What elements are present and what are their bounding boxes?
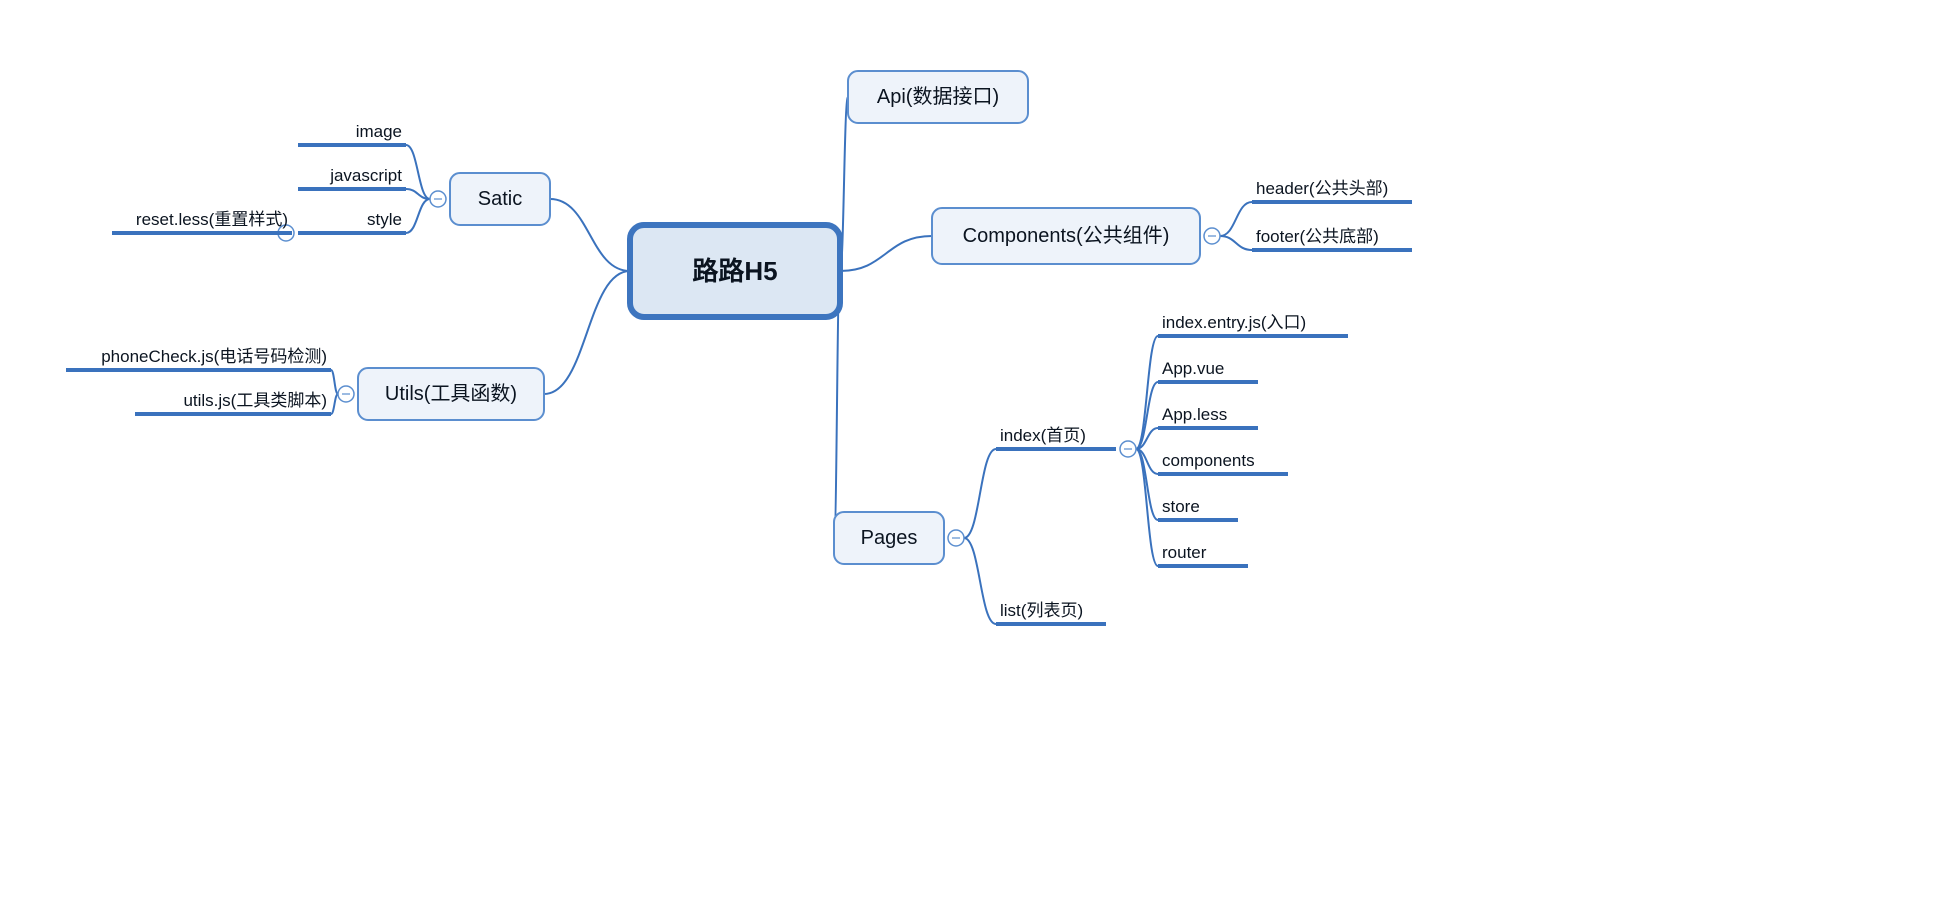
collapse-toggle[interactable] [430, 191, 446, 207]
leaf-node[interactable]: App.vue [1158, 359, 1258, 382]
connector [550, 199, 630, 271]
leaf-label: App.vue [1162, 359, 1224, 378]
leaf-node[interactable]: reset.less(重置样式) [112, 210, 292, 233]
leaf-label: phoneCheck.js(电话号码检测) [101, 347, 327, 366]
leaf-node[interactable]: list(列表页) [996, 601, 1106, 624]
collapse-toggle[interactable] [1204, 228, 1220, 244]
leaf-node[interactable]: footer(公共底部) [1252, 227, 1412, 250]
leaf-node[interactable]: router [1158, 543, 1248, 566]
branch-label: Components(公共组件) [963, 224, 1170, 247]
branch-label: Pages [861, 527, 918, 549]
leaf-node[interactable]: index.entry.js(入口) [1158, 313, 1348, 336]
leaf-label: image [356, 122, 402, 141]
leaf-node[interactable]: App.less [1158, 405, 1258, 428]
branch-pages[interactable]: Pages [834, 512, 944, 564]
connector [964, 449, 996, 538]
leaf-node[interactable]: components [1158, 451, 1288, 474]
branch-label: Satic [478, 188, 522, 210]
leaf-node[interactable]: header(公共头部) [1252, 179, 1412, 202]
leaf-label: list(列表页) [1000, 601, 1083, 620]
branch-api[interactable]: Api(数据接口) [848, 71, 1028, 123]
connectors-layer [278, 97, 1252, 624]
root-node[interactable]: 路路H5 [630, 225, 840, 317]
collapse-toggle[interactable] [948, 530, 964, 546]
leaf-node[interactable]: javascript [298, 166, 406, 189]
connector [1220, 202, 1252, 236]
leaf-node[interactable]: phoneCheck.js(电话号码检测) [66, 347, 331, 370]
connector [840, 236, 932, 271]
leaf-node[interactable]: utils.js(工具类脚本) [135, 391, 331, 414]
mindmap-canvas: 路路H5 Api(数据接口) Components(公共组件) header(公共头部… [0, 0, 1580, 730]
branch-utils[interactable]: Utils(工具函数) [358, 368, 544, 420]
leaf-label: store [1162, 497, 1200, 516]
leaf-node[interactable]: index(首页) [996, 426, 1116, 449]
connector [331, 394, 338, 414]
connector [1136, 449, 1158, 566]
nodes-layer: 路路H5 Api(数据接口) Components(公共组件) header(公共头部… [66, 71, 1412, 624]
leaf-node[interactable]: store [1158, 497, 1238, 520]
branch-components[interactable]: Components(公共组件) [932, 208, 1200, 264]
leaf-label: App.less [1162, 405, 1227, 424]
connector [1220, 236, 1252, 250]
branch-label: Utils(工具函数) [385, 382, 517, 405]
leaf-label: index.entry.js(入口) [1162, 313, 1306, 332]
branch-satic[interactable]: Satic [450, 173, 550, 225]
leaf-node[interactable]: image [298, 122, 406, 145]
connector [1136, 336, 1158, 449]
leaf-label: router [1162, 543, 1207, 562]
leaf-label: header(公共头部) [1256, 179, 1388, 198]
leaf-label: footer(公共底部) [1256, 227, 1379, 246]
connector [964, 538, 996, 624]
leaf-label: index(首页) [1000, 426, 1086, 445]
leaf-label: style [367, 210, 402, 229]
leaf-label: reset.less(重置样式) [136, 210, 288, 229]
leaf-label: utils.js(工具类脚本) [183, 391, 327, 410]
connector [406, 199, 430, 233]
connector [544, 271, 630, 394]
connector [406, 145, 430, 199]
branch-label: Api(数据接口) [877, 85, 999, 108]
leaf-node[interactable]: style [298, 210, 406, 233]
leaf-label: components [1162, 451, 1255, 470]
collapse-toggle[interactable] [338, 386, 354, 402]
connector [331, 370, 338, 394]
leaf-label: javascript [329, 166, 402, 185]
collapse-toggle[interactable] [1120, 441, 1136, 457]
root-label: 路路H5 [692, 256, 777, 286]
